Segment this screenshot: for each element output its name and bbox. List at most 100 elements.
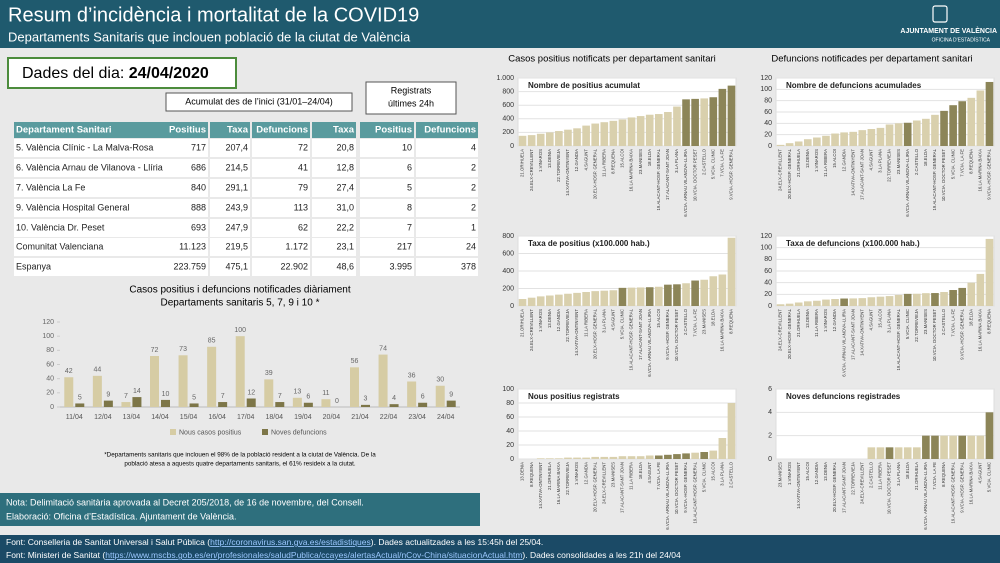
x-tick-label: 2.CASTELLO (701, 148, 706, 175)
x-tick-label: 5.VCIA. CLINIC (987, 462, 992, 492)
table-cell-text: Comunitat Valenciana (16, 241, 103, 251)
bar (813, 300, 821, 306)
table-cell (360, 238, 414, 256)
table-cell-text: 1.172 (285, 241, 308, 251)
table-header: Departament Sanitari (16, 125, 112, 136)
table-cell (416, 199, 478, 217)
x-tick-label: 12.GANDIA (574, 149, 579, 172)
bar (858, 130, 867, 146)
y-tick-label: 20 (764, 291, 772, 298)
data-label: 100 (234, 327, 246, 334)
table-cell-text: 7. València La Fe (16, 182, 85, 192)
x-tick-label: 6.VCIA. ARNAU VILANOVA-LLIRIA (683, 149, 688, 217)
x-tick-label: 11.LA RIBERA (814, 309, 819, 337)
x-tick-label: 10.VCIA. DOCTOR PESET (692, 149, 697, 202)
x-tick-label: 9.VCIA.-HOSP. GENERAL (959, 308, 964, 359)
data-label: 6 (421, 394, 425, 401)
bar (673, 454, 681, 459)
table-cell-text: 207,4 (225, 142, 248, 152)
y-tick-label: 120 (760, 233, 772, 240)
bar (92, 375, 102, 407)
footer-link[interactable]: http://coronavirus.san.gva.es/estadistiq… (210, 537, 371, 547)
bar (564, 293, 572, 306)
table-cell (312, 219, 356, 237)
x-tick-label: 9.VCIA.-HOSP. GENERAL (959, 461, 964, 512)
bar (903, 122, 912, 146)
date: Dades del dia: 24/04/2020 (22, 65, 209, 82)
bar (132, 397, 142, 407)
table-cell (14, 159, 172, 177)
note: Elaboració: Oficina d’Estadística. Ajunt… (6, 511, 236, 521)
y-tick-label: 120 (760, 75, 772, 82)
chart-title: Nombre de defuncions acumulades (786, 81, 922, 90)
footer-line: Font: Conselleria de Sanitat Universal i… (6, 537, 543, 547)
x-tick-label: 18.ELDA (710, 309, 715, 326)
bar (940, 110, 948, 146)
logo-subtext: OFICINA D'ESTADÍSTICA (932, 36, 991, 43)
bar (350, 367, 359, 407)
data-label: 13 (293, 389, 301, 396)
bar (885, 124, 894, 146)
bar (591, 123, 600, 146)
bar (922, 293, 930, 306)
bar (894, 294, 903, 306)
x-tick-label: 10.VCIA. DOCTOR PESET (932, 309, 937, 362)
footer-link[interactable]: https://www.mscbs.gob.es/en/profesionale… (105, 550, 522, 560)
table-cell (360, 179, 414, 197)
bar (682, 283, 690, 306)
table-cell-text: 79 (298, 182, 308, 192)
note: Nota: Delimitació sanitària aprovada al … (6, 497, 364, 507)
x-tick-label: 9.VCIA.-HOSP. GENERAL (729, 148, 734, 199)
bar (545, 132, 554, 146)
bar (967, 282, 976, 306)
x-tick-label: 18.ELDA (905, 462, 910, 479)
bar (518, 299, 527, 306)
table-cell (252, 139, 310, 157)
bar (700, 279, 709, 306)
bar (600, 290, 609, 306)
x-tick-label: 7.VCIA. LA FE (959, 149, 964, 177)
x-tick-label: 12/04 (94, 414, 112, 421)
group-box (165, 92, 353, 112)
bar (654, 114, 663, 146)
x-tick-label: 13.DENIA (805, 309, 810, 328)
table-cell-text: 72 (298, 142, 308, 152)
y-tick-label: 800 (502, 233, 514, 240)
y-tick-label: 20 (506, 442, 514, 449)
bar (518, 135, 527, 146)
table-cell-text: 24 (466, 241, 476, 251)
x-tick-label: 23.MANISES (701, 309, 706, 334)
data-label: 7 (221, 393, 225, 400)
table-cell-text: 2 (471, 162, 476, 172)
bar (582, 125, 590, 146)
x-tick-label: 19.ALACANT-HOSP. GENERAL (932, 148, 937, 210)
data-label: 3 (364, 396, 368, 403)
table-cell (312, 139, 356, 157)
x-tick-label: 5.VCIA. CLINIC (701, 462, 706, 492)
table-cell-text: 223.759 (173, 261, 206, 271)
x-tick-label: 8.REQUENA (941, 462, 946, 487)
x-tick-label: 4.SAGUNT (869, 149, 874, 171)
x-tick-label: 15.ALCOI (620, 149, 625, 168)
bar (858, 298, 867, 306)
x-tick-label: 24.ELX-CREVILLENT (778, 149, 783, 191)
data-label: 9 (106, 391, 110, 398)
y-tick-label: 200 (502, 285, 514, 292)
x-tick-label: 2.CASTELLO (683, 308, 688, 335)
x-tick-label: 6.VCIA. ARNAU VILANOVA-LLIRIA (923, 462, 928, 530)
bar (64, 377, 74, 407)
x-tick-label: 17.ALACANT-SANT JOAN (620, 462, 625, 513)
table-cell-text: 214,5 (225, 162, 248, 172)
x-tick-label: 23.MANISES (778, 462, 783, 487)
y-tick-label: 80 (764, 98, 772, 105)
chart-title: Nous positius registrats (528, 392, 620, 401)
x-tick-label: 22.TORREVIEJA (565, 309, 570, 342)
x-tick-label: 9.VCIA.-HOSP. GENERAL (683, 461, 688, 512)
table-cell-text: 717 (191, 142, 206, 152)
x-tick-label: 22.TORREVIEJA (914, 309, 919, 342)
x-tick-label: 8.REQUENA (729, 309, 734, 334)
x-tick-label: 6.VCIA. ARNAU VILANOVA-LLIRIA (665, 462, 670, 530)
x-tick-label: 22.TORREVIEJA (565, 462, 570, 495)
bar (573, 457, 581, 459)
table-cell (172, 199, 208, 217)
